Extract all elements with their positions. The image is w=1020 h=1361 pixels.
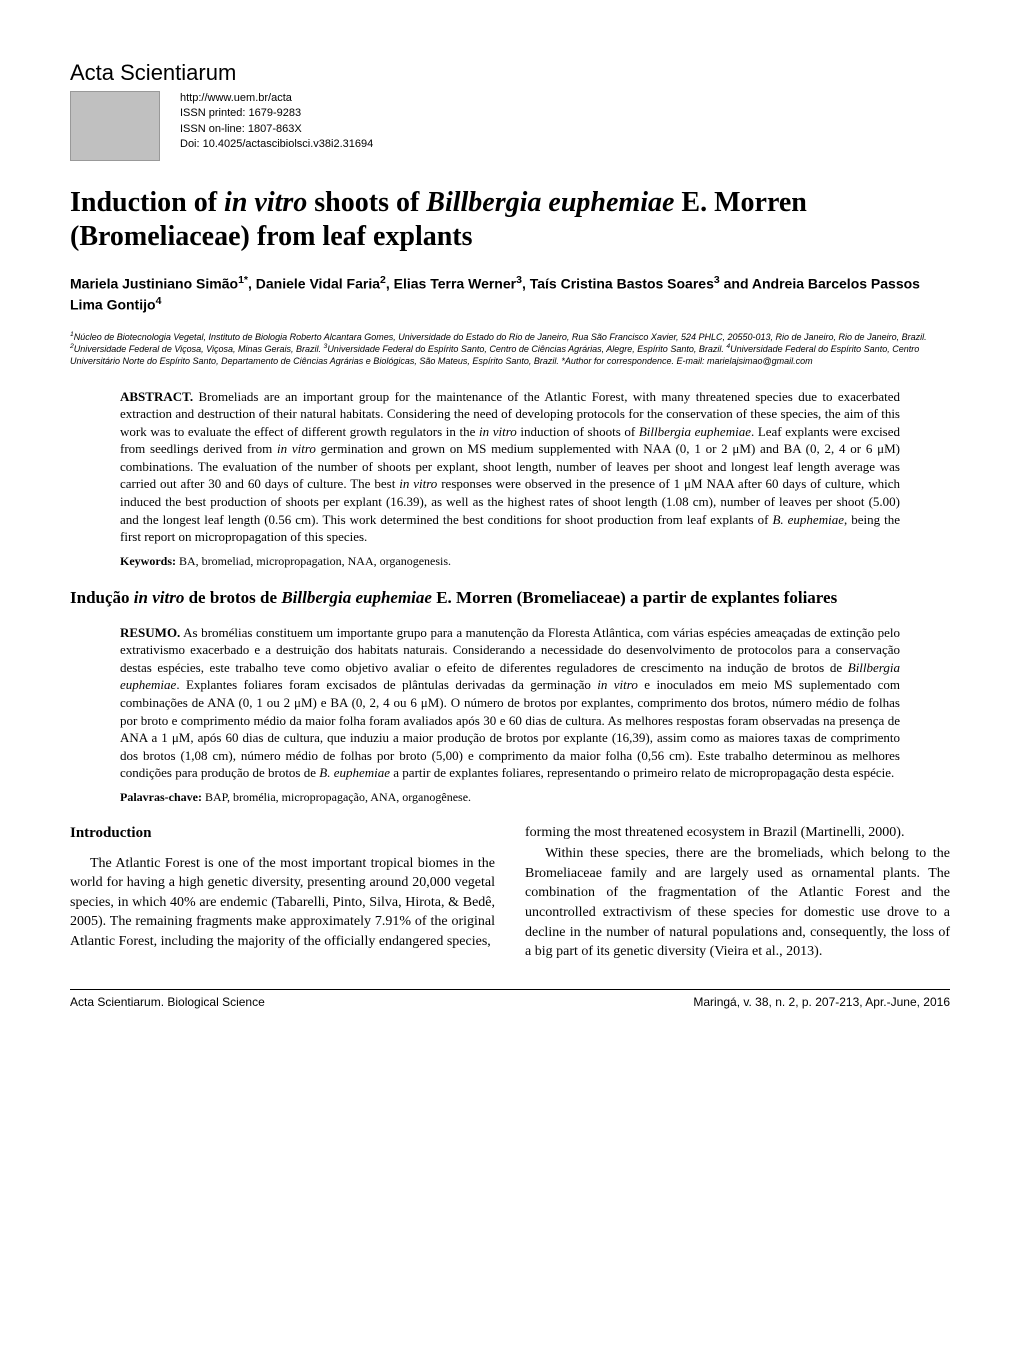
intro-heading: Introduction: [70, 823, 495, 844]
journal-meta: http://www.uem.br/acta ISSN printed: 167…: [180, 91, 373, 153]
resumo-body: As bromélias constituem um importante gr…: [120, 625, 900, 780]
left-column: Introduction The Atlantic Forest is one …: [70, 823, 495, 964]
footer-right: Maringá, v. 38, n. 2, p. 207-213, Apr.-J…: [693, 995, 950, 1009]
palavras-text: BAP, bromélia, micropropagação, ANA, org…: [205, 790, 471, 804]
keywords-label: Keywords:: [120, 554, 176, 568]
intro-p1: The Atlantic Forest is one of the most i…: [70, 854, 495, 952]
body-columns: Introduction The Atlantic Forest is one …: [70, 823, 950, 964]
resumo-label: RESUMO.: [120, 625, 180, 640]
keywords-text: BA, bromeliad, micropropagation, NAA, or…: [179, 554, 451, 568]
abstract-block: ABSTRACT. Bromeliads are an important gr…: [70, 388, 950, 569]
palavras-label: Palavras-chave:: [120, 790, 202, 804]
abstract-body: Bromeliads are an important group for th…: [120, 389, 900, 544]
page-footer: Acta Scientiarum. Biological Science Mar…: [70, 989, 950, 1009]
intro-p3: Within these species, there are the brom…: [525, 844, 950, 962]
palavras-chave: Palavras-chave: BAP, bromélia, microprop…: [120, 790, 900, 805]
abstract-text: ABSTRACT. Bromeliads are an important gr…: [120, 388, 900, 546]
affiliations: 1Núcleo de Biotecnologia Vegetal, Instit…: [70, 331, 950, 368]
journal-logo: [70, 91, 160, 161]
journal-url: http://www.uem.br/acta: [180, 91, 373, 106]
portuguese-title: Indução in vitro de brotos de Billbergia…: [70, 587, 950, 609]
journal-name: Acta Scientiarum: [70, 60, 950, 86]
header-row: http://www.uem.br/acta ISSN printed: 167…: [70, 91, 950, 161]
doi: Doi: 10.4025/actascibiolsci.v38i2.31694: [180, 137, 373, 152]
issn-print: ISSN printed: 1679-9283: [180, 106, 373, 121]
abstract-label: ABSTRACT.: [120, 389, 193, 404]
journal-header: Acta Scientiarum http://www.uem.br/acta …: [70, 60, 950, 161]
article-title: Induction of in vitro shoots of Billberg…: [70, 186, 950, 253]
footer-left: Acta Scientiarum. Biological Science: [70, 995, 265, 1009]
issn-online: ISSN on-line: 1807-863X: [180, 122, 373, 137]
authors: Mariela Justiniano Simão1*, Daniele Vida…: [70, 273, 950, 316]
resumo-block: RESUMO. As bromélias constituem um impor…: [70, 624, 950, 805]
intro-p2: forming the most threatened ecosystem in…: [525, 823, 950, 843]
resumo-text: RESUMO. As bromélias constituem um impor…: [120, 624, 900, 782]
keywords: Keywords: BA, bromeliad, micropropagatio…: [120, 554, 900, 569]
right-column: forming the most threatened ecosystem in…: [525, 823, 950, 964]
